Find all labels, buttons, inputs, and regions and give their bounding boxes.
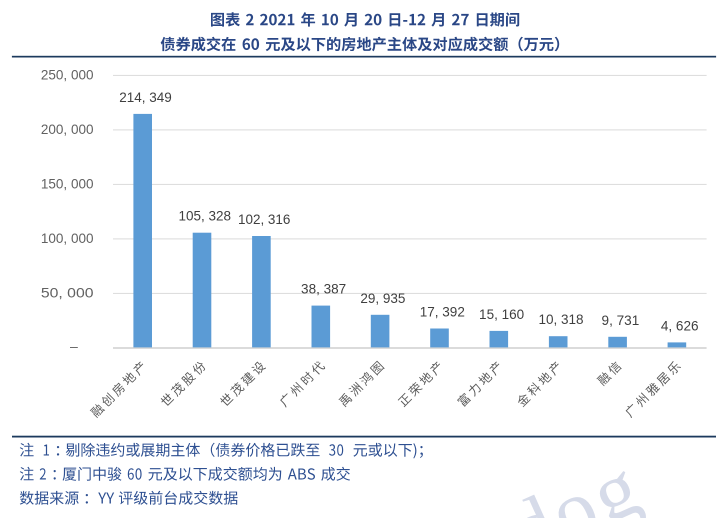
svg-text:214, 349: 214, 349 xyxy=(119,89,172,105)
svg-text:250, 000: 250, 000 xyxy=(41,67,94,83)
svg-text:10, 318: 10, 318 xyxy=(538,311,583,327)
svg-text:50, 000: 50, 000 xyxy=(41,285,94,301)
svg-text:9, 731: 9, 731 xyxy=(602,312,640,328)
svg-text:150, 000: 150, 000 xyxy=(41,176,94,192)
svg-text:17, 392: 17, 392 xyxy=(420,304,465,320)
svg-text:4, 626: 4, 626 xyxy=(661,317,699,333)
svg-text:105, 328: 105, 328 xyxy=(179,208,232,224)
svg-text:29, 935: 29, 935 xyxy=(360,290,405,306)
svg-text:38, 387: 38, 387 xyxy=(301,281,346,297)
svg-text:200, 000: 200, 000 xyxy=(41,121,94,137)
svg-text:15, 160: 15, 160 xyxy=(479,306,524,322)
svg-text:100, 000: 100, 000 xyxy=(41,230,94,246)
svg-text:102, 316: 102, 316 xyxy=(238,211,291,227)
svg-text:–: – xyxy=(70,338,78,354)
